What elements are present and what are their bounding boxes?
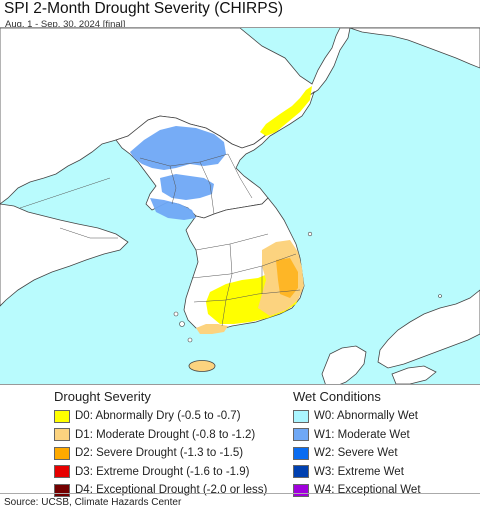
legend-label: W3: Extreme Wet — [314, 465, 404, 478]
legend-wet: Wet Conditions W0: Abnormally Wet W1: Mo… — [293, 389, 421, 500]
legend-item: W1: Moderate Wet — [293, 426, 421, 445]
legend-label: W2: Severe Wet — [314, 447, 398, 460]
legend-item: D1: Moderate Drought (-0.8 to -1.2) — [54, 426, 267, 445]
legend-label: W0: Abnormally Wet — [314, 410, 418, 423]
legend-label: D2: Severe Drought (-1.3 to -1.5) — [75, 447, 244, 460]
legend-label: W1: Moderate Wet — [314, 428, 410, 441]
province-borders — [19, 153, 301, 327]
map-canvas — [0, 28, 480, 384]
legend-swatch — [54, 409, 70, 423]
legend-item: W2: Severe Wet — [293, 444, 421, 463]
wet-anomaly-central — [160, 174, 214, 200]
japan-kyushu — [321, 345, 367, 384]
map-title: SPI 2-Month Drought Severity (CHIRPS) — [4, 0, 284, 17]
legend-swatch — [54, 446, 70, 460]
legend-swatch — [54, 465, 70, 479]
islands — [173, 231, 442, 343]
legend-label: D0: Abnormally Dry (-0.5 to -0.7) — [75, 410, 241, 423]
legend-label: D1: Moderate Drought (-0.8 to -1.2) — [75, 428, 256, 441]
dry-anomaly-southwest — [196, 324, 228, 334]
legend-drought-title: Drought Severity — [54, 389, 151, 404]
dry-anomaly-southeast-d2 — [276, 258, 298, 298]
legend-wet-title: Wet Conditions — [293, 389, 381, 404]
legend-item: D3: Extreme Drought (-1.6 to -1.9) — [54, 463, 267, 482]
japan-honshu — [377, 289, 480, 369]
legend-item: D0: Abnormally Dry (-0.5 to -0.7) — [54, 407, 267, 426]
legend-swatch — [54, 428, 70, 442]
legend-item: W3: Extreme Wet — [293, 463, 421, 482]
legend-swatch — [293, 465, 309, 479]
legend-swatch — [293, 446, 309, 460]
drought-map — [0, 27, 480, 385]
wet-anomaly-northwest — [130, 126, 226, 170]
dry-anomaly-northeast — [260, 86, 312, 136]
legend-drought: Drought Severity D0: Abnormally Dry (-0.… — [54, 389, 267, 500]
legend-swatch — [293, 409, 309, 423]
jeju-island — [188, 360, 216, 372]
map-subtitle: Aug. 1 - Sep. 30, 2024 [final] — [5, 19, 126, 30]
legend-swatch — [293, 428, 309, 442]
legend-item: D2: Severe Drought (-1.3 to -1.5) — [54, 444, 267, 463]
legend-item: W0: Abnormally Wet — [293, 407, 421, 426]
legend-label: D3: Extreme Drought (-1.6 to -1.9) — [75, 465, 250, 478]
shandong-peninsula — [0, 203, 129, 307]
russia-coast — [349, 28, 480, 69]
source-credit: Source: UCSB, Climate Hazards Center — [0, 493, 480, 510]
wet-anomaly-south — [150, 198, 196, 220]
japan-shikoku — [391, 365, 437, 384]
